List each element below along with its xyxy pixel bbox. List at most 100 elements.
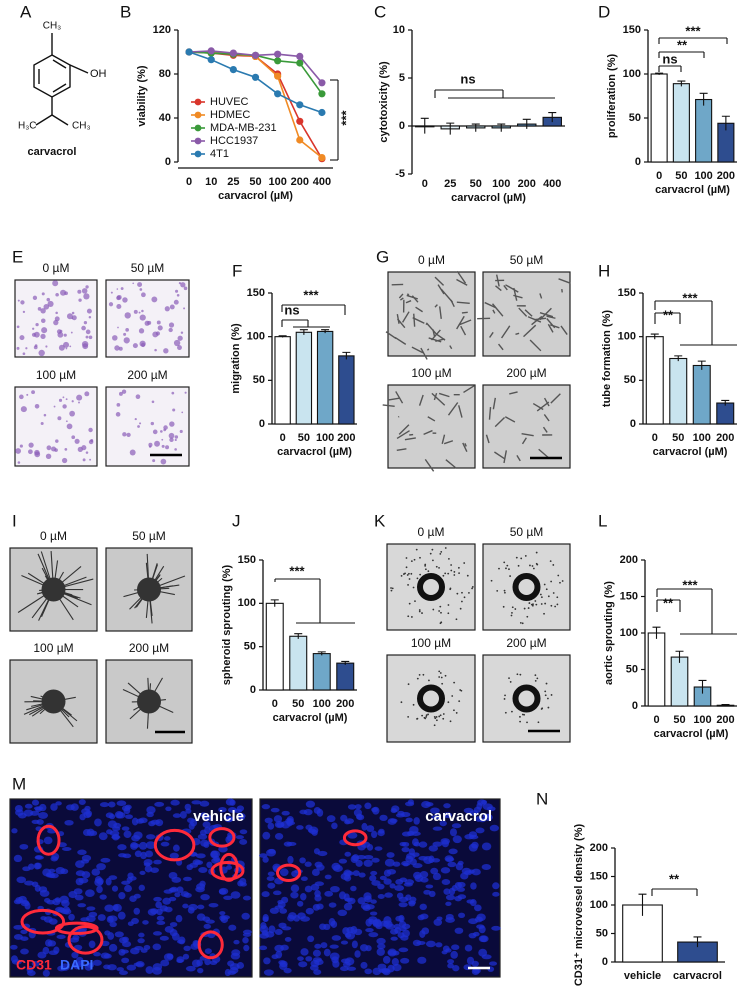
bar [337,663,354,690]
micrograph [10,660,97,743]
ch3: CH₃ [43,21,62,32]
cell [23,352,26,355]
micrograph [106,660,192,743]
nucleus [145,851,153,858]
sprout [407,574,409,576]
nucleus [241,913,249,920]
compound-name: carvacrol [28,146,77,158]
sprout [419,609,421,611]
nucleus [330,886,340,892]
y-tick-label: 0 [602,956,608,968]
nucleus [399,897,409,902]
cell [152,400,155,403]
x-tick-label: 0 [272,698,278,710]
nucleus [38,812,48,819]
cell [90,439,93,442]
cell [112,335,118,341]
nucleus [164,907,172,913]
sprout [508,568,510,570]
point [274,51,281,58]
image-caption: 0 µM [40,529,67,543]
nucleus [445,857,454,861]
sprout [512,606,514,608]
y-axis-title: spheroid sprouting (%) [221,564,233,685]
nucleus [61,900,70,907]
bar [290,636,307,690]
y-tick-label: 0 [259,418,265,430]
image-caption: 0 µM [418,253,445,267]
sprout [541,707,543,709]
sprout [496,590,498,592]
nucleus [420,904,427,910]
legend-label: MDA-MB-231 [210,122,277,134]
sprout [459,689,461,691]
sprout [390,587,392,589]
x-tick-label: 50 [249,176,261,188]
cell [122,432,126,436]
nucleus [112,834,120,841]
nucleus [384,869,391,876]
sprout [440,612,442,614]
nucleus [155,901,162,908]
sprout [510,681,512,683]
x-tick-label: 100 [268,176,286,188]
nucleus [136,818,144,823]
cell [45,345,47,347]
nucleus [327,815,336,822]
panel-letter: C [374,2,386,21]
nucleus [395,879,403,885]
nucleus [341,873,350,880]
sprout [516,673,518,675]
sprout [456,712,458,714]
cell [161,439,163,441]
sprout [447,701,449,703]
legend-label: HCC1937 [210,135,258,147]
cell [57,416,61,420]
cell [72,312,75,315]
nucleus [243,930,252,935]
nucleus [196,959,203,966]
image-caption: 50 µM [510,525,544,539]
cell [139,312,141,314]
y-tick-label: 10 [393,24,405,36]
cell [72,400,74,402]
cell [71,435,75,439]
nucleus [140,871,146,875]
y-tick-label: 150 [238,554,256,566]
x-tick-label: 50 [292,698,304,710]
bar [648,633,665,706]
nucleus [185,804,192,811]
nucleus [288,912,296,919]
cell [116,296,120,300]
sprout [544,691,546,693]
cell [35,404,40,409]
panel-letter: A [20,2,32,21]
x-tick-label: 0 [422,178,428,190]
nucleus [446,895,455,901]
structure [34,33,88,125]
cell [41,422,44,425]
nucleus [89,940,96,948]
sprout [536,563,538,565]
nucleus [391,805,399,812]
nucleus [108,801,116,807]
cell [40,308,45,313]
sprout [463,562,465,564]
cell [17,325,20,328]
nucleus [99,832,108,840]
legend-label: HDMEC [210,109,250,121]
nucleus [98,914,106,921]
cell [134,310,138,314]
y-tick-label: 100 [623,68,641,80]
nucleus [107,932,114,940]
nucleus [62,847,72,851]
nucleus [455,882,462,889]
nucleus [482,864,491,870]
nucleus [200,894,210,900]
nucleus [314,944,321,949]
sprout [550,560,552,562]
nucleus [430,868,438,875]
nucleus [25,804,33,809]
nucleus [354,950,360,958]
